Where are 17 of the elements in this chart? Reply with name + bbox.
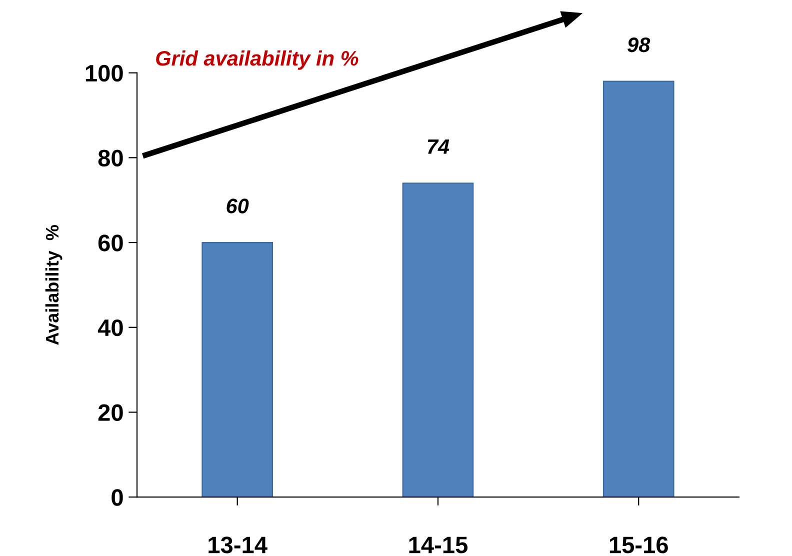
data-label: 74 bbox=[428, 139, 450, 154]
y-tick-label: 100 bbox=[86, 64, 123, 82]
data-label: 60 bbox=[226, 198, 249, 214]
y-tick-label: 60 bbox=[98, 234, 123, 252]
x-tick-label: 13-14 bbox=[208, 536, 268, 554]
y-tick-label: 40 bbox=[98, 319, 123, 336]
bar bbox=[602, 80, 674, 498]
y-tick-label: 20 bbox=[98, 404, 123, 422]
bar bbox=[402, 182, 474, 498]
x-tick-label: 15-16 bbox=[610, 536, 668, 554]
y-tick-label: 80 bbox=[98, 150, 123, 166]
y-axis-title: Availability % bbox=[45, 225, 62, 345]
x-tick-label: 14-15 bbox=[409, 536, 468, 554]
chart-title: Grid availability in % bbox=[156, 50, 358, 70]
y-tick-label: 0 bbox=[112, 489, 123, 506]
bar bbox=[202, 242, 274, 498]
data-label: 98 bbox=[628, 37, 650, 52]
